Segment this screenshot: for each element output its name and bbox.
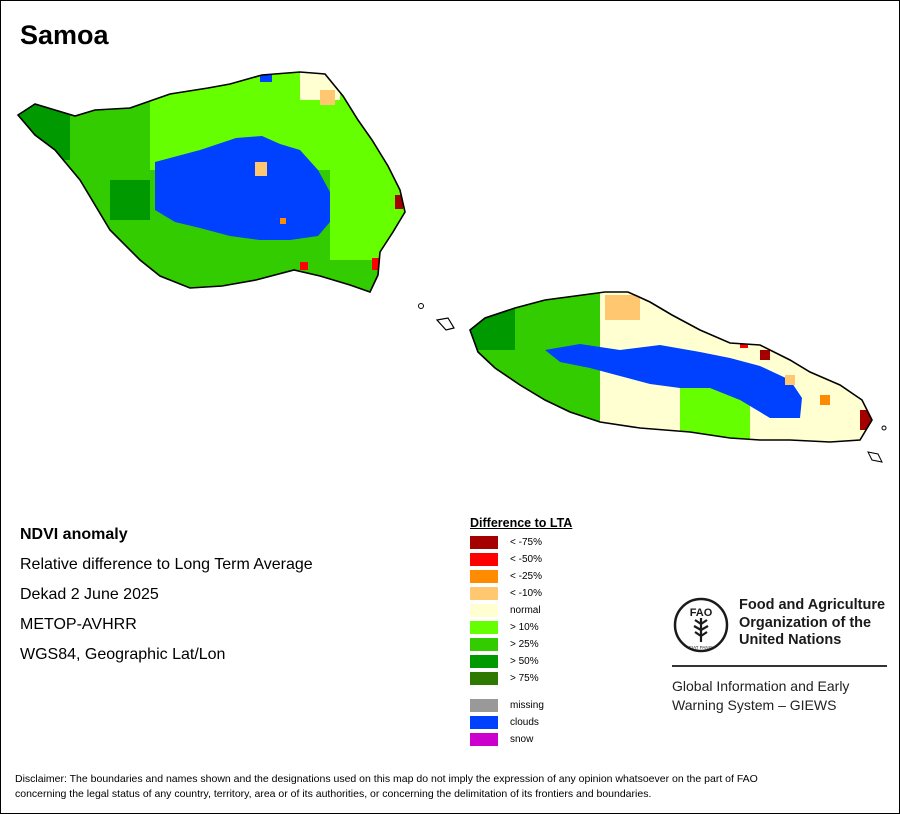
- legend-label: snow: [510, 734, 534, 745]
- legend-swatch: [470, 638, 498, 651]
- legend-swatch: [470, 621, 498, 634]
- legend-label: < -75%: [510, 537, 542, 548]
- legend-label: normal: [510, 605, 541, 616]
- legend-item: < -50%: [470, 551, 572, 568]
- fao-name: Food and Agriculture Organization of the…: [739, 597, 885, 650]
- legend-label: > 50%: [510, 656, 539, 667]
- legend-title: Difference to LTA: [470, 516, 573, 530]
- legend-item: < -75%: [470, 534, 572, 551]
- legend-swatch: [470, 570, 498, 583]
- legend-label: < -25%: [510, 571, 542, 582]
- legend: Difference to LTA < -75% < -50% < -25% < -1…: [470, 516, 572, 748]
- legend-item: missing: [470, 697, 572, 714]
- legend-swatch: [470, 536, 498, 549]
- disclaimer: Disclaimer: The boundaries and names sho…: [15, 772, 885, 801]
- legend-label: < -50%: [510, 554, 542, 565]
- legend-item: < -25%: [470, 568, 572, 585]
- info-heading: NDVI anomaly: [20, 526, 128, 543]
- giews-line: Warning System – GIEWS: [672, 697, 837, 713]
- fao-logo-block: FAO FIAT PANIS Food and Agriculture Orga…: [672, 596, 887, 713]
- info-line: METOP-AVHRR: [20, 616, 137, 633]
- legend-item: normal: [470, 602, 572, 619]
- disclaimer-line: concerning the legal status of any count…: [15, 787, 652, 800]
- legend-swatch: [470, 716, 498, 729]
- legend-label: clouds: [510, 717, 539, 728]
- giews-line: Global Information and Early: [672, 678, 850, 694]
- ndvi-map: [16, 71, 887, 463]
- legend-label: > 75%: [510, 673, 539, 684]
- legend-item: > 10%: [470, 619, 572, 636]
- map-title: Samoa: [20, 20, 109, 50]
- legend-swatch: [470, 655, 498, 668]
- legend-swatch: [470, 604, 498, 617]
- fao-name-line: Food and Agriculture: [739, 597, 886, 613]
- legend-item: clouds: [470, 714, 572, 731]
- legend-label: missing: [510, 700, 544, 711]
- map-info: NDVI anomaly Relative difference to Long…: [20, 520, 313, 670]
- legend-swatch: [470, 553, 498, 566]
- legend-swatch: [470, 672, 498, 685]
- giews-label: Global Information and Early Warning Sys…: [672, 677, 849, 715]
- legend-item: > 50%: [470, 653, 572, 670]
- info-line: WGS84, Geographic Lat/Lon: [20, 646, 226, 663]
- divider: [672, 665, 887, 667]
- legend-label: > 25%: [510, 639, 539, 650]
- legend-swatch: [470, 733, 498, 746]
- fao-emblem-icon: FAO FIAT PANIS: [673, 597, 729, 653]
- legend-label: < -10%: [510, 588, 542, 599]
- legend-swatch: [470, 699, 498, 712]
- info-line: Relative difference to Long Term Average: [20, 556, 313, 573]
- disclaimer-line: Disclaimer: The boundaries and names sho…: [15, 773, 758, 785]
- savaii-island: [18, 72, 405, 292]
- fao-emblem-letters: FAO: [690, 607, 713, 619]
- fao-emblem-motto: FIAT PANIS: [689, 645, 713, 650]
- fao-name-line: United Nations: [739, 632, 842, 648]
- legend-label: > 10%: [510, 622, 539, 633]
- fao-name-line: Organization of the: [739, 614, 872, 631]
- legend-item: < -10%: [470, 585, 572, 602]
- legend-item: > 25%: [470, 636, 572, 653]
- legend-item: > 75%: [470, 670, 572, 687]
- legend-swatch: [470, 587, 498, 600]
- info-line: Dekad 2 June 2025: [20, 586, 159, 603]
- legend-item: snow: [470, 731, 572, 748]
